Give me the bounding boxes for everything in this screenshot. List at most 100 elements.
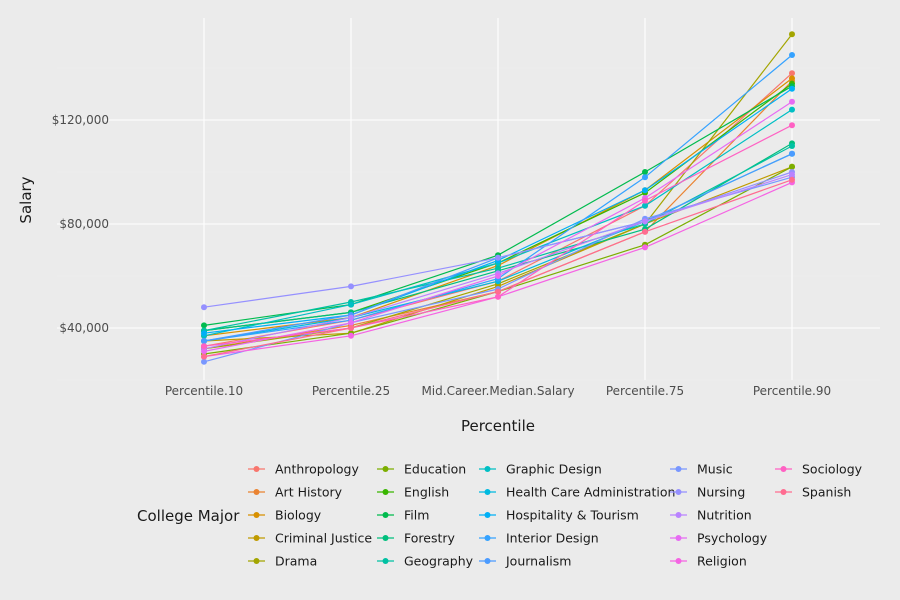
data-point-religion xyxy=(348,332,354,339)
legend-item-criminal-justice: Criminal Justice xyxy=(248,531,372,546)
legend-label: Art History xyxy=(275,485,343,500)
legend-key-point xyxy=(484,512,491,518)
data-point-psychology xyxy=(348,319,354,326)
data-point-nutrition xyxy=(642,218,648,225)
legend-key-point xyxy=(382,512,389,518)
data-point-drama xyxy=(789,31,795,38)
data-point-music xyxy=(201,358,207,365)
data-point-graphic-design xyxy=(789,106,795,113)
data-point-nursing xyxy=(201,304,207,311)
legend-label: Psychology xyxy=(697,531,768,546)
data-point-geography xyxy=(495,265,501,272)
data-point-biology xyxy=(789,75,795,82)
legend-key-point xyxy=(382,535,389,541)
legend-label: Biology xyxy=(275,508,322,523)
legend-item-sociology: Sociology xyxy=(775,462,863,477)
legend-item-hospitality-tourism: Hospitality & Tourism xyxy=(479,508,639,523)
legend-item-forestry: Forestry xyxy=(377,531,455,546)
legend-label: Criminal Justice xyxy=(275,531,372,546)
data-point-religion xyxy=(642,244,648,251)
legend-label: Sociology xyxy=(802,462,863,477)
data-point-sociology xyxy=(642,197,648,204)
legend-item-music: Music xyxy=(670,462,733,477)
legend-label: Geography xyxy=(404,554,474,569)
legend-item-interior-design: Interior Design xyxy=(479,531,599,546)
legend-key-point xyxy=(780,489,787,495)
data-point-sociology xyxy=(201,343,207,350)
legend-item-geography: Geography xyxy=(377,554,474,569)
legend-item-education: Education xyxy=(377,462,466,477)
legend-key-point xyxy=(382,558,389,564)
data-point-psychology xyxy=(201,348,207,355)
data-point-anthropology xyxy=(789,70,795,77)
legend-item-nutrition: Nutrition xyxy=(670,508,752,523)
y-tick-label: $80,000 xyxy=(59,217,109,231)
series-points xyxy=(201,31,795,365)
data-point-geography xyxy=(789,143,795,149)
x-tick-label: Percentile.10 xyxy=(165,384,243,398)
legend-label: Education xyxy=(404,462,466,477)
legend-key-point xyxy=(253,466,260,472)
legend-key-point xyxy=(382,466,389,472)
legend-key-point xyxy=(675,535,682,541)
data-point-spanish xyxy=(348,325,354,331)
legend-label: Nutrition xyxy=(697,508,752,523)
data-point-film xyxy=(642,169,648,175)
axis-ticks: $40,000 $80,000 $120,000 Percentile.10 Perce… xyxy=(52,113,831,398)
x-tick-label: Percentile.90 xyxy=(753,384,831,398)
y-tick-label: $40,000 xyxy=(59,321,109,335)
legend-label: Drama xyxy=(275,554,317,569)
legend-label: Music xyxy=(697,462,733,477)
legend-key-point xyxy=(253,489,260,495)
legend-label: Forestry xyxy=(404,531,455,546)
legend-item-psychology: Psychology xyxy=(670,531,768,546)
data-point-sociology xyxy=(789,122,795,129)
x-tick-label: Percentile.25 xyxy=(312,384,390,398)
legend-label: Journalism xyxy=(505,554,571,569)
data-point-journalism xyxy=(789,150,795,157)
legend-item-nursing: Nursing xyxy=(670,485,745,500)
legend-label: Spanish xyxy=(802,485,851,500)
data-point-spanish xyxy=(201,353,207,360)
data-point-nutrition xyxy=(789,171,795,178)
data-point-spanish xyxy=(789,176,795,183)
data-point-nursing xyxy=(348,283,354,290)
legend-item-drama: Drama xyxy=(248,554,317,569)
legend-label: Anthropology xyxy=(275,462,359,477)
legend-key-point xyxy=(484,558,491,564)
data-point-interior-design xyxy=(789,52,795,58)
x-axis-title: Percentile xyxy=(461,417,535,435)
data-point-film xyxy=(201,322,207,329)
data-point-sociology xyxy=(495,293,501,300)
legend-key-point xyxy=(253,558,260,564)
legend-label: Interior Design xyxy=(506,531,599,546)
data-point-nursing xyxy=(495,254,501,261)
legend-item-anthropology: Anthropology xyxy=(248,462,359,477)
data-point-hospitality-tourism xyxy=(789,85,795,92)
data-point-interior-design xyxy=(642,174,648,181)
legend-item-english: English xyxy=(377,485,449,500)
legend-label: Graphic Design xyxy=(506,462,602,477)
legend-key-point xyxy=(675,466,682,472)
legend-title: College Major xyxy=(137,507,240,525)
legend-item-religion: Religion xyxy=(670,554,747,569)
y-axis-title: Salary xyxy=(17,176,35,223)
legend-key-point xyxy=(675,512,682,518)
legend-label: Film xyxy=(404,508,429,523)
legend-label: Health Care Administration xyxy=(506,485,675,500)
data-point-spanish xyxy=(495,288,501,295)
legend-key-point xyxy=(675,489,682,495)
legend-label: Hospitality & Tourism xyxy=(506,508,639,523)
data-point-graphic-design xyxy=(348,301,354,308)
data-point-nutrition xyxy=(348,314,354,321)
legend-key-point xyxy=(484,535,491,541)
x-tick-label: Percentile.75 xyxy=(606,384,684,398)
legend-item-health-care-administration: Health Care Administration xyxy=(479,485,675,500)
legend-item-art-history: Art History xyxy=(248,485,343,500)
legend-item-journalism: Journalism xyxy=(479,554,571,569)
data-point-journalism xyxy=(201,338,207,344)
x-tick-label: Mid.Career.Median.Salary xyxy=(421,384,574,398)
data-point-education xyxy=(789,163,795,170)
legend-item-film: Film xyxy=(377,508,429,523)
legend-key-point xyxy=(780,466,787,472)
